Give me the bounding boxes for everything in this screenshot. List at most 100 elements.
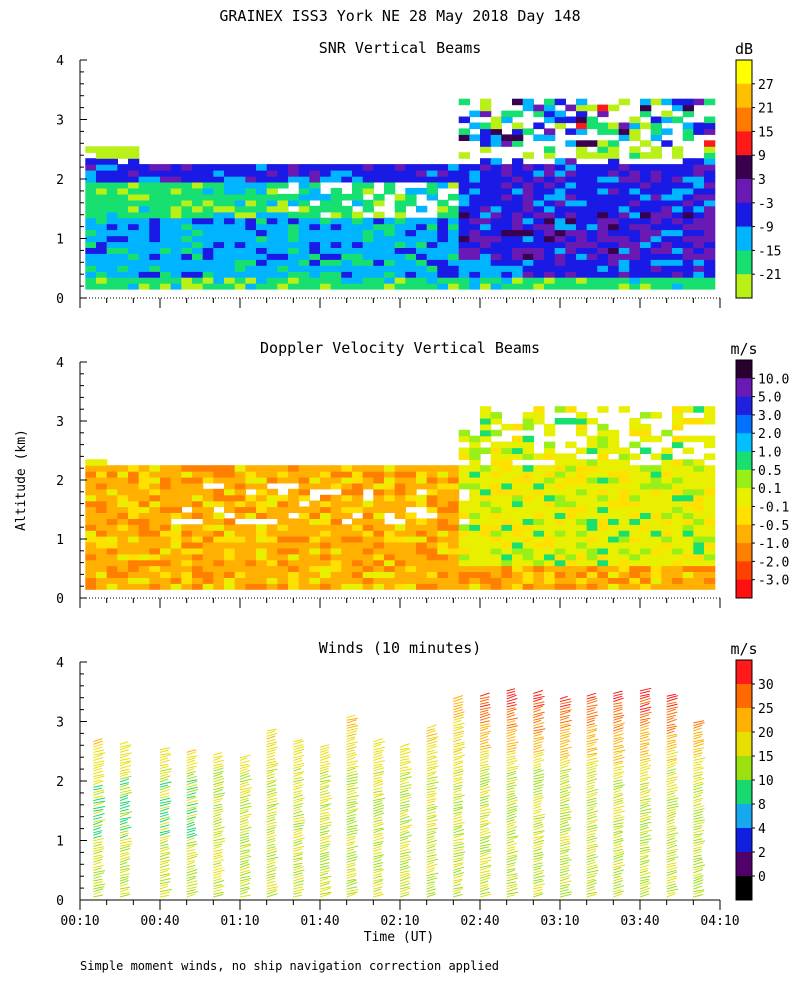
heatmap-cell [586,235,598,243]
wind-barb [666,877,677,882]
heatmap-cell [288,217,300,225]
wind-barb [586,791,598,796]
wind-barb [93,797,106,802]
wind-barb [506,747,517,751]
heatmap-cell [426,583,438,590]
heatmap-cell [288,571,300,578]
wind-barb [639,814,649,818]
wind-barb [266,776,275,780]
heatmap-cell [576,429,588,437]
wind-barb [693,889,705,893]
heatmap-cell [576,530,588,537]
wind-barb [559,794,570,799]
wind-barb [293,739,303,743]
heatmap-cell [597,253,609,260]
heatmap-cell [480,187,492,195]
wind-barb [239,783,250,788]
heatmap-cell [672,524,684,531]
heatmap-cell [341,283,353,290]
heatmap-cell [565,170,577,177]
heatmap-cell [458,283,470,290]
heatmap-cell [85,187,97,195]
heatmap-cell [256,229,268,237]
heatmap-cell [576,506,588,513]
wind-barb [213,824,222,828]
wind-barb [159,821,170,826]
heatmap-cell [437,265,449,272]
heatmap-cell [277,542,289,549]
wind-barb [373,763,383,767]
wind-barb [293,827,304,831]
heatmap-cell [181,170,193,177]
wind-barb [479,893,492,898]
heatmap-cell [352,277,364,284]
heatmap-cell [586,271,598,278]
wind-barb [159,885,168,890]
wind-barb [213,783,223,788]
heatmap-cell [597,211,609,219]
heatmap-cell [160,583,172,590]
heatmap-cell [117,571,129,578]
wind-barb [426,815,437,820]
heatmap-cell [117,146,129,153]
wind-barb [186,751,197,756]
heatmap-cell [277,235,289,243]
heatmap-cell [202,488,214,496]
wind-barb [666,786,679,791]
heatmap-cell [352,530,364,537]
heatmap-cell [394,465,406,472]
heatmap-cell [85,518,97,525]
heatmap-cell [309,524,321,531]
heatmap-cell [96,506,108,513]
wind-barb [186,829,196,834]
heatmap-cell [501,205,513,213]
heatmap-cell [117,176,129,183]
heatmap-cell [490,583,502,590]
wind-barb [266,821,277,826]
wind-barb [666,856,679,860]
heatmap-cell [341,536,353,543]
heatmap-cell [682,477,694,484]
wind-barb [119,786,131,791]
wind-barb [533,698,543,703]
heatmap-cell [544,152,556,159]
heatmap-cell [138,500,150,508]
wind-barb [586,724,598,729]
heatmap-cell [682,193,694,201]
heatmap-cell [512,283,524,290]
heatmap-cell [682,565,694,572]
wind-barb [213,755,224,759]
wind-barb [506,796,518,802]
wind-barb [319,811,329,815]
heatmap-cell [629,199,641,207]
wind-barb [639,763,649,767]
heatmap-cell [448,477,460,484]
heatmap-cell [693,217,705,225]
heatmap-cell [106,146,118,153]
heatmap-cell [373,512,385,519]
heatmap-cell [608,176,620,183]
heatmap-cell [234,259,246,266]
heatmap-cell [234,199,246,207]
heatmap-cell [597,453,609,460]
wind-barb [639,798,651,802]
wind-barb [613,751,623,756]
wind-barb [186,775,197,780]
heatmap-cell [405,512,417,519]
heatmap-cell [138,571,150,578]
heatmap-cell [533,205,545,213]
heatmap-cell [384,494,396,502]
heatmap-cell [608,459,620,466]
wind-barb [559,754,571,759]
heatmap-cell [341,247,353,254]
heatmap-cell [394,277,406,284]
heatmap-cell [469,518,481,525]
wind-barb [159,784,169,788]
heatmap-cell [672,217,684,225]
heatmap-cell [128,500,140,508]
wind-barb [119,794,129,799]
heatmap-cell [106,471,118,478]
heatmap-cell [650,494,662,502]
heatmap-cell [405,164,417,171]
wind-barb [346,891,358,895]
